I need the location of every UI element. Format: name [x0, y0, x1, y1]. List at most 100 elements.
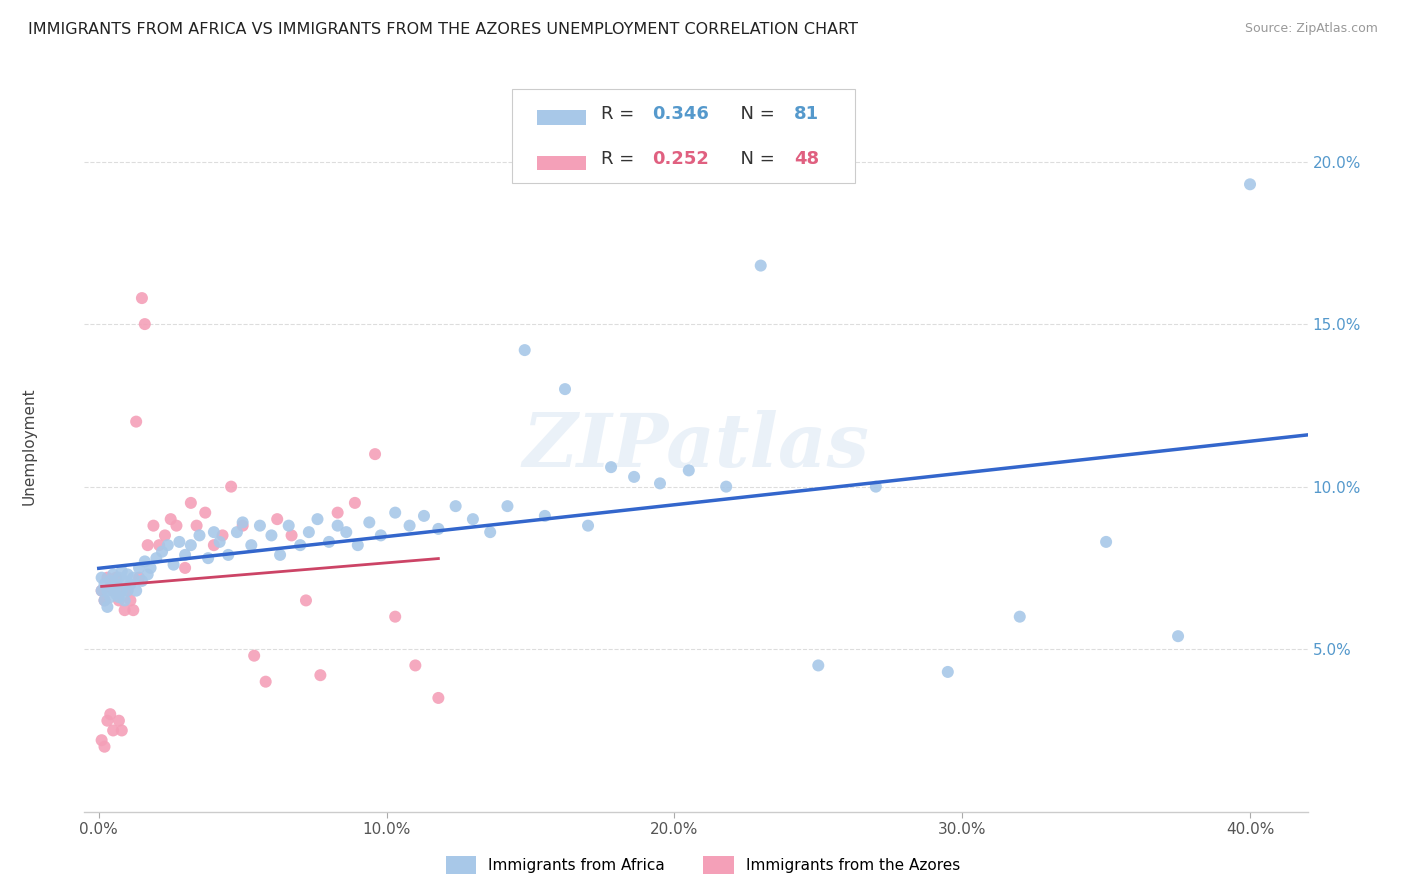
Text: R =: R = [600, 151, 640, 169]
Point [413, 508, 436, 523]
Point [384, 609, 406, 624]
Point [114, 603, 136, 617]
Point [105, 571, 128, 585]
Text: N =: N = [728, 105, 780, 123]
Point [208, 535, 231, 549]
Point [142, 518, 165, 533]
Point [105, 587, 128, 601]
Point [194, 506, 217, 520]
Point [98, 574, 121, 588]
Point [93, 739, 115, 754]
Point [461, 512, 484, 526]
Point [111, 723, 134, 738]
Point [326, 518, 349, 533]
Point [150, 544, 173, 558]
Legend: Immigrants from Africa, Immigrants from the Azores: Immigrants from Africa, Immigrants from … [440, 850, 966, 880]
Point [240, 538, 263, 552]
Point [254, 674, 277, 689]
Point [444, 499, 467, 513]
Point [174, 561, 197, 575]
Point [101, 567, 124, 582]
Point [364, 447, 387, 461]
Point [156, 538, 179, 552]
Point [117, 583, 139, 598]
Point [136, 567, 159, 582]
Point [496, 499, 519, 513]
Point [98, 707, 121, 722]
Point [136, 538, 159, 552]
Point [169, 535, 191, 549]
Point [479, 525, 502, 540]
Text: ZIPatlas: ZIPatlas [523, 409, 869, 483]
Point [232, 518, 254, 533]
Point [678, 463, 700, 477]
Point [346, 538, 368, 552]
FancyBboxPatch shape [513, 89, 855, 183]
Point [295, 593, 318, 607]
Point [96, 714, 118, 728]
Point [145, 551, 167, 566]
Point [108, 571, 131, 585]
Point [128, 571, 150, 585]
Point [114, 593, 136, 607]
Point [114, 574, 136, 588]
Text: IMMIGRANTS FROM AFRICA VS IMMIGRANTS FROM THE AZORES UNEMPLOYMENT CORRELATION CH: IMMIGRANTS FROM AFRICA VS IMMIGRANTS FRO… [28, 22, 858, 37]
Point [108, 590, 131, 604]
Point [101, 723, 124, 738]
Point [318, 535, 340, 549]
Point [404, 658, 426, 673]
Point [202, 538, 225, 552]
Point [359, 516, 381, 530]
Point [125, 583, 148, 598]
Point [134, 317, 156, 331]
Point [277, 518, 299, 533]
Point [122, 603, 145, 617]
Point [600, 460, 623, 475]
Point [398, 518, 420, 533]
Point [117, 583, 139, 598]
Point [180, 538, 202, 552]
Point [266, 512, 288, 526]
Point [249, 518, 271, 533]
Point [111, 583, 134, 598]
Point [260, 528, 283, 542]
Point [162, 558, 184, 572]
Point [108, 714, 131, 728]
Point [101, 581, 124, 595]
FancyBboxPatch shape [537, 155, 586, 170]
Point [1239, 178, 1261, 192]
Point [120, 593, 142, 607]
Point [111, 564, 134, 578]
Point [90, 571, 112, 585]
Point [180, 496, 202, 510]
Point [335, 525, 357, 540]
Point [159, 512, 181, 526]
Point [90, 583, 112, 598]
Text: 48: 48 [794, 151, 818, 169]
Point [554, 382, 576, 396]
Point [714, 480, 737, 494]
Point [122, 571, 145, 585]
Point [139, 561, 162, 575]
Point [280, 528, 302, 542]
Point [534, 508, 557, 523]
Text: 0.346: 0.346 [652, 105, 709, 123]
Point [211, 528, 233, 542]
Point [111, 583, 134, 598]
Point [108, 593, 131, 607]
Point [128, 561, 150, 575]
Point [131, 291, 153, 305]
Point [427, 522, 450, 536]
Text: N =: N = [728, 151, 780, 169]
Text: Unemployment: Unemployment [22, 387, 37, 505]
Point [96, 583, 118, 598]
Point [148, 538, 170, 552]
Point [188, 528, 211, 542]
Point [225, 525, 247, 540]
Point [623, 470, 645, 484]
Point [153, 528, 176, 542]
Point [243, 648, 266, 663]
Point [576, 518, 599, 533]
Point [427, 690, 450, 705]
Point [120, 577, 142, 591]
